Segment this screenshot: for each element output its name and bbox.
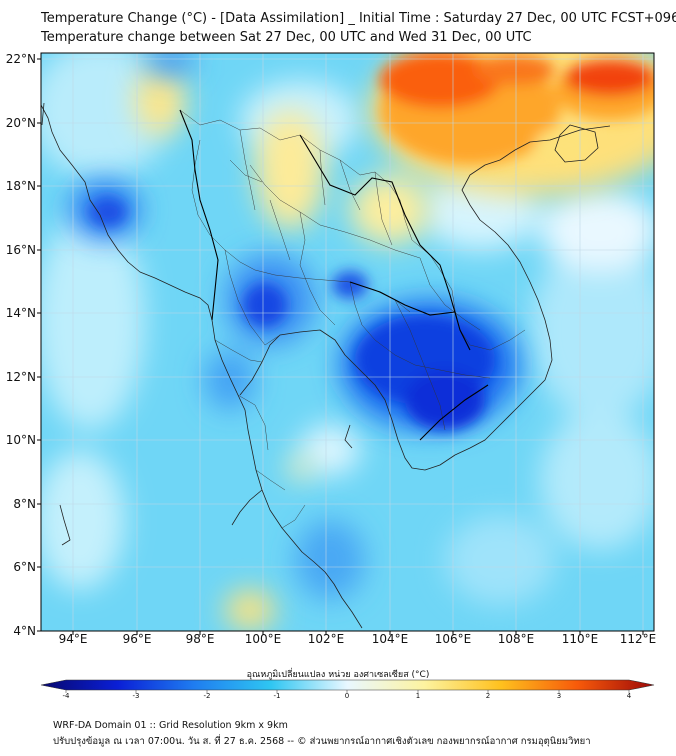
lat-label-4: 4°N [13,624,36,638]
colorbar-tick: -1 [273,692,281,700]
map-frame [40,52,655,632]
footer-domain-info: WRF-DA Domain 01 :: Grid Resolution 9km … [53,720,288,731]
temperature-field [41,53,654,631]
colorbar-tick: -4 [62,692,70,700]
map-title: Temperature Change (°C) - [Data Assimila… [41,11,676,26]
colorbar [40,679,655,693]
lat-label-20: 20°N [5,116,36,130]
lon-label-110: 110°E [561,632,599,646]
lon-label-108: 108°E [497,632,535,646]
colorbar-tick: 1 [415,692,421,700]
lat-label-22: 22°N [5,52,36,66]
lon-label-96: 96°E [122,632,152,646]
lon-label-94: 94°E [58,632,88,646]
colorbar-tick: 4 [626,692,632,700]
lon-label-100: 100°E [244,632,282,646]
lat-label-10: 10°N [5,433,36,447]
lat-label-14: 14°N [5,306,36,320]
lat-label-18: 18°N [5,179,36,193]
colorbar-tick: 0 [344,692,350,700]
lon-label-98: 98°E [185,632,215,646]
axis-ticks [37,58,644,635]
footer-update-info: ปรับปรุงข้อมูล ณ เวลา 07:00น. วัน ส. ที่… [53,736,591,747]
colorbar-title: อุณหภูมิเปลี่ยนแปลง หน่วย องศาเซลเซียส (… [246,670,430,680]
lat-label-12: 12°N [5,370,36,384]
lon-label-106: 106°E [434,632,472,646]
colorbar-tick: -3 [132,692,140,700]
colorbar-tick: 2 [485,692,491,700]
map-subtitle: Temperature change between Sat 27 Dec, 0… [41,30,532,45]
lon-label-104: 104°E [371,632,409,646]
country-borders [179,109,489,441]
colorbar-tick: 3 [556,692,562,700]
lat-label-8: 8°N [13,497,36,511]
lon-label-112: 112°E [619,632,657,646]
lat-label-6: 6°N [13,560,36,574]
colorbar-tick: -2 [203,692,211,700]
lon-label-102: 102°E [307,632,345,646]
lat-label-16: 16°N [5,243,36,257]
